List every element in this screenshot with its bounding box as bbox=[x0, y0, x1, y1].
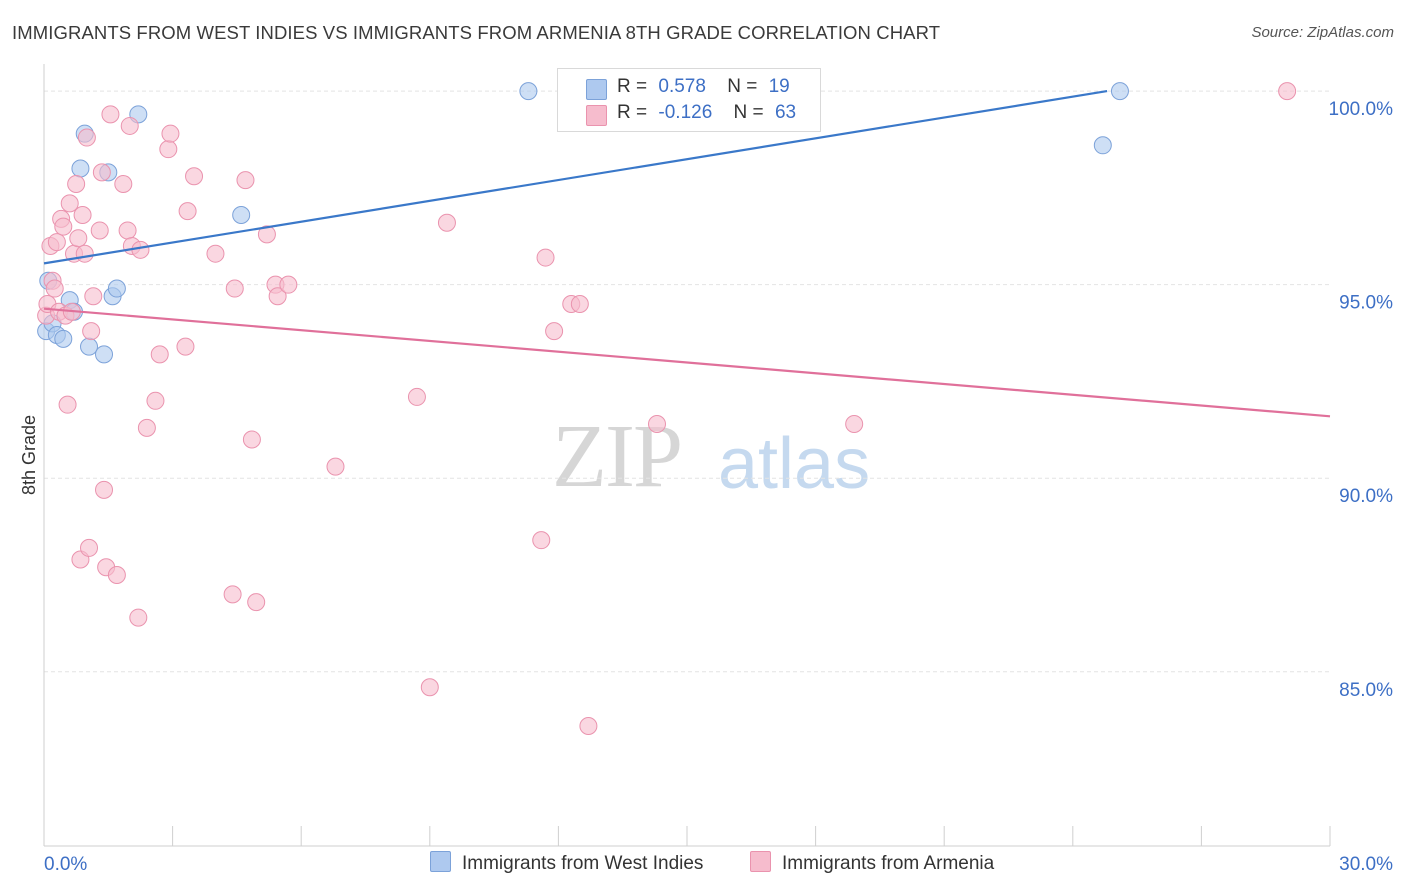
armenia-point bbox=[114, 175, 133, 194]
source-label: Source: ZipAtlas.com bbox=[1251, 24, 1394, 41]
armenia-point bbox=[159, 140, 178, 159]
armenia-point bbox=[92, 163, 111, 182]
legend-item-west-indies: Immigrants from West Indies bbox=[430, 851, 703, 875]
west-indies-point bbox=[519, 82, 538, 101]
armenia-point bbox=[67, 175, 86, 194]
armenia-point bbox=[131, 240, 150, 259]
armenia-point bbox=[1278, 82, 1297, 101]
armenia-point bbox=[120, 116, 139, 135]
west-indies-point bbox=[1093, 136, 1112, 155]
armenia-point bbox=[247, 593, 266, 612]
armenia-point bbox=[236, 171, 255, 190]
armenia-point bbox=[107, 566, 126, 585]
y-tick-label: 95.0% bbox=[1339, 293, 1393, 314]
armenia-point bbox=[69, 229, 88, 248]
armenia-point bbox=[845, 415, 864, 434]
armenia-point bbox=[579, 716, 598, 735]
r-value: -0.126 bbox=[658, 102, 713, 123]
watermark-atlas: atlas bbox=[718, 424, 871, 504]
y-tick-label: 100.0% bbox=[1329, 99, 1394, 120]
armenia-point bbox=[185, 167, 204, 186]
west-indies-point bbox=[71, 159, 90, 178]
armenia-point bbox=[326, 457, 345, 476]
armenia-point bbox=[206, 244, 225, 263]
armenia-point bbox=[570, 295, 589, 314]
armenia-point bbox=[437, 213, 456, 232]
armenia-point bbox=[95, 480, 114, 499]
legend-label-west-indies: Immigrants from West Indies bbox=[462, 853, 704, 874]
armenia-point bbox=[129, 608, 148, 627]
armenia-point bbox=[137, 418, 156, 437]
y-axis-label: 8th Grade bbox=[19, 415, 39, 495]
armenia-point bbox=[407, 387, 426, 406]
n-value: 63 bbox=[774, 102, 797, 123]
armenia-point bbox=[420, 678, 439, 697]
armenia-point bbox=[54, 217, 73, 236]
armenia-point bbox=[268, 287, 287, 306]
west-indies-swatch bbox=[586, 79, 607, 100]
x-tick-label: 30.0% bbox=[1339, 854, 1393, 875]
armenia-swatch bbox=[586, 105, 607, 126]
armenia-point bbox=[90, 221, 109, 240]
armenia-point bbox=[60, 194, 79, 213]
west-indies-point bbox=[80, 337, 99, 356]
r-label: R = bbox=[617, 76, 648, 97]
y-tick-label: 85.0% bbox=[1339, 680, 1393, 701]
x-tick-label: 0.0% bbox=[44, 854, 87, 875]
armenia-point bbox=[279, 275, 298, 294]
armenia-point bbox=[101, 105, 120, 124]
stats-legend: R = 0.578 N = 19 R = -0.126 N = 63 bbox=[557, 68, 821, 132]
legend-label-armenia: Immigrants from Armenia bbox=[782, 853, 995, 874]
armenia-point bbox=[161, 124, 180, 143]
armenia-point bbox=[118, 221, 137, 240]
armenia-point bbox=[225, 279, 244, 298]
armenia-point bbox=[150, 345, 169, 364]
west-indies-point bbox=[54, 329, 73, 348]
armenia-legend-swatch bbox=[750, 851, 771, 872]
armenia-point bbox=[45, 279, 64, 298]
armenia-point bbox=[532, 531, 551, 550]
armenia-point bbox=[536, 248, 555, 267]
armenia-point bbox=[75, 244, 94, 263]
armenia-point bbox=[146, 391, 165, 410]
legend-item-armenia: Immigrants from Armenia bbox=[750, 851, 994, 875]
armenia-point bbox=[84, 287, 103, 306]
armenia-point bbox=[58, 395, 77, 414]
west-indies-legend-swatch bbox=[430, 851, 451, 872]
west-indies-point bbox=[1110, 82, 1129, 101]
r-label: R = bbox=[617, 102, 648, 123]
armenia-trendline bbox=[43, 307, 1331, 418]
armenia-point bbox=[545, 322, 564, 341]
armenia-point bbox=[47, 233, 66, 252]
armenia-point bbox=[176, 337, 195, 356]
n-value: 19 bbox=[768, 76, 790, 97]
west-indies-trendline bbox=[43, 90, 1108, 265]
armenia-point bbox=[77, 128, 96, 147]
n-label: N = bbox=[727, 76, 758, 97]
armenia-point bbox=[178, 202, 197, 221]
armenia-point bbox=[647, 415, 666, 434]
chart-title: IMMIGRANTS FROM WEST INDIES VS IMMIGRANT… bbox=[12, 22, 941, 43]
r-value: 0.578 bbox=[658, 76, 706, 97]
armenia-point bbox=[82, 322, 101, 341]
west-indies-point bbox=[95, 345, 114, 364]
y-tick-label: 90.0% bbox=[1339, 486, 1393, 507]
west-indies-point bbox=[107, 279, 126, 298]
armenia-point bbox=[80, 538, 99, 557]
armenia-point bbox=[257, 225, 276, 244]
armenia-point bbox=[242, 430, 261, 449]
armenia-point bbox=[223, 585, 242, 604]
west-indies-point bbox=[232, 205, 251, 224]
armenia-point bbox=[73, 205, 92, 224]
n-label: N = bbox=[733, 102, 764, 123]
